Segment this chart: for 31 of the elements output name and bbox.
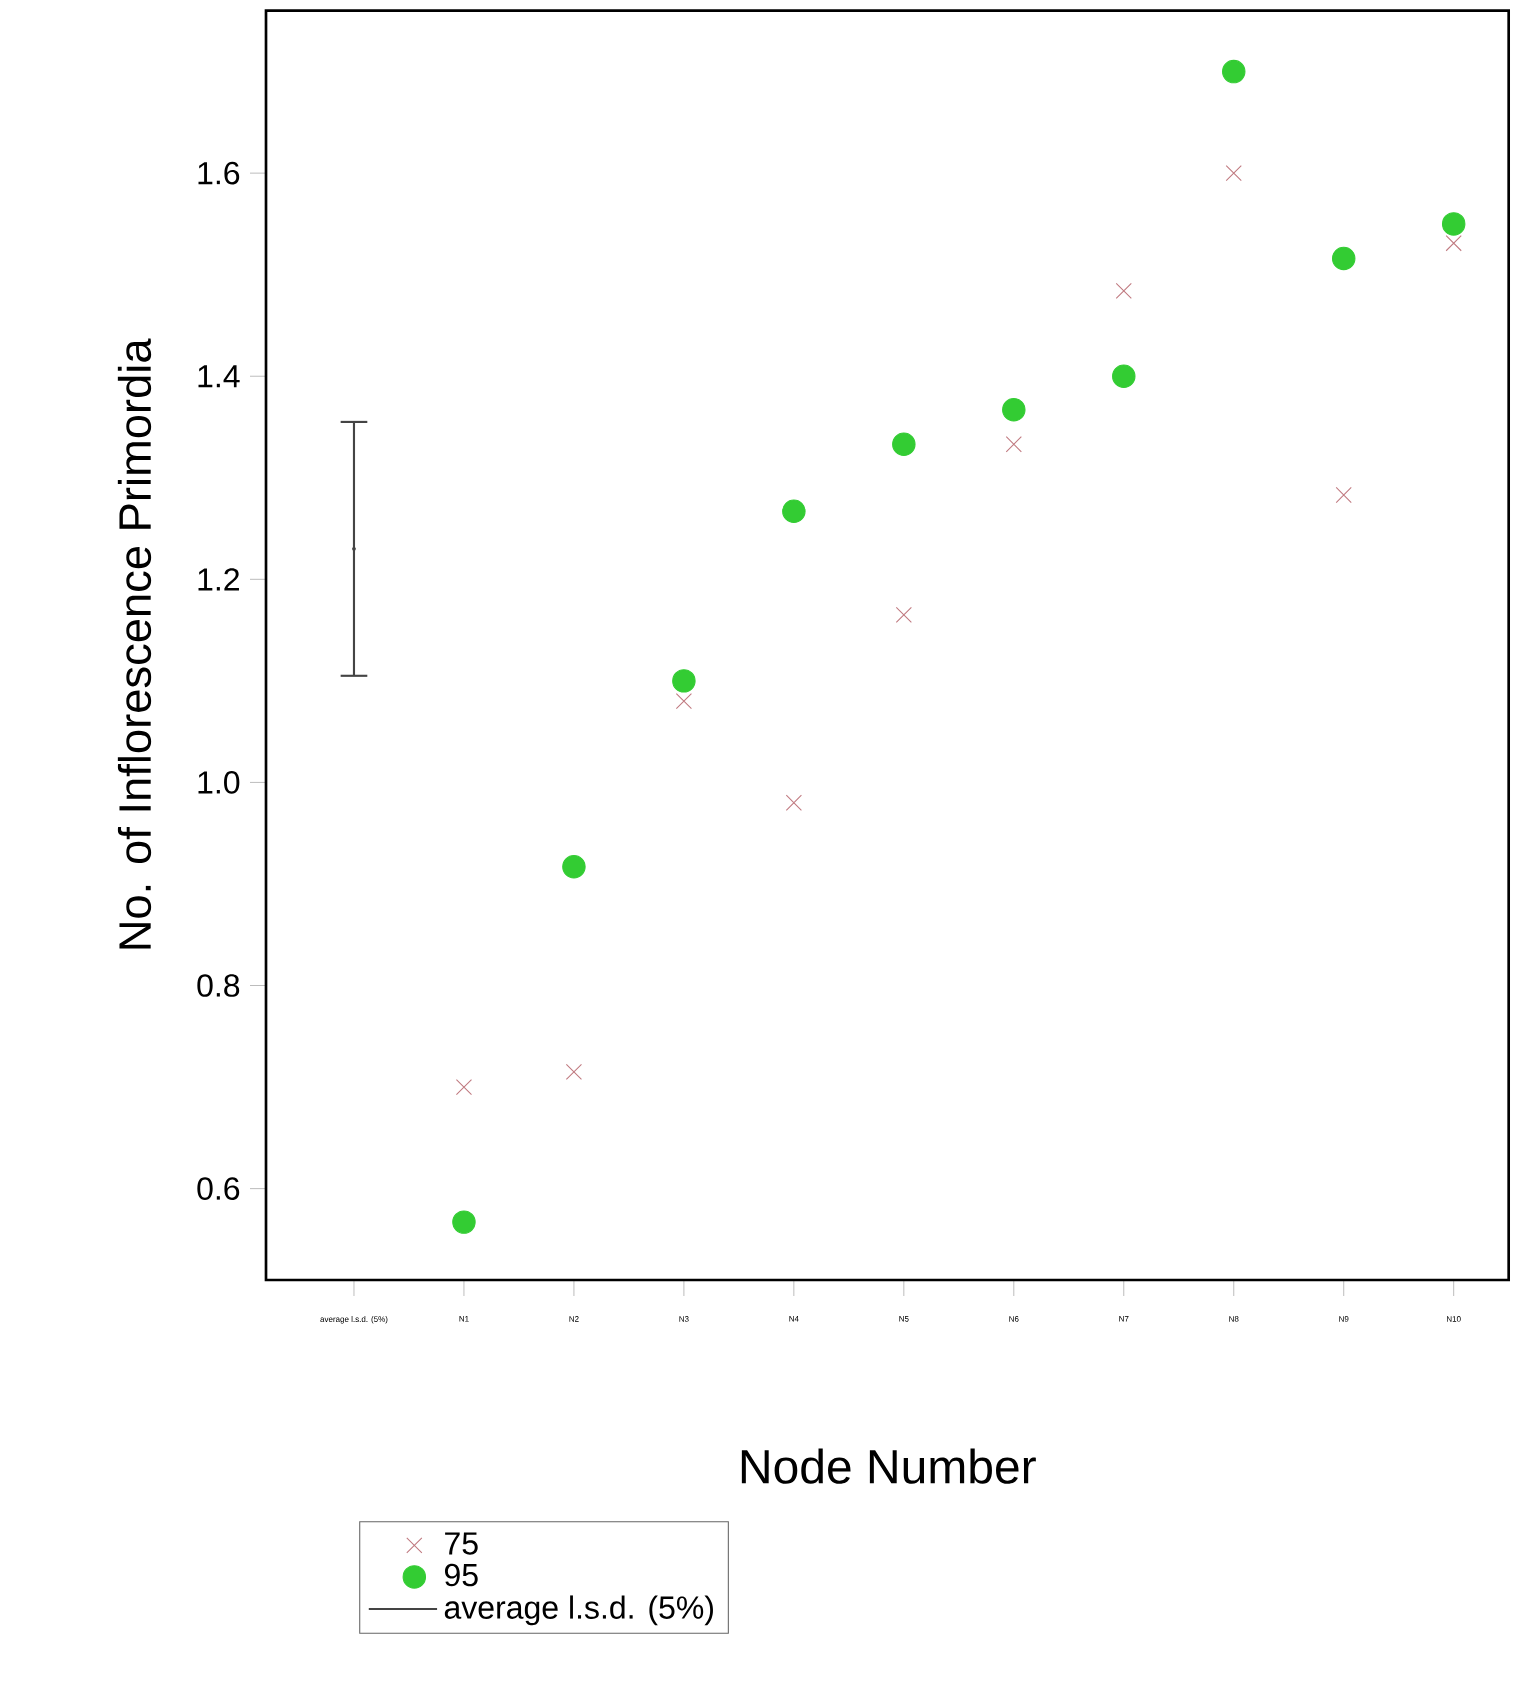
point	[1441, 212, 1466, 236]
x-axis-title: Node Number	[741, 1448, 1036, 1484]
point	[1335, 486, 1352, 504]
point	[1445, 235, 1462, 252]
y-tick-label: 0.6	[197, 1177, 240, 1200]
point	[782, 499, 806, 524]
legend-label: average l.s.d. (5%)	[444, 1595, 713, 1626]
point	[675, 693, 692, 710]
point	[562, 854, 586, 879]
y-tick-label: 1.6	[198, 161, 240, 185]
point	[1005, 436, 1022, 453]
point	[785, 794, 802, 811]
y-tick-label: 1.0	[198, 771, 240, 794]
point	[1222, 59, 1246, 84]
point	[1115, 282, 1132, 300]
point	[672, 669, 696, 693]
point	[892, 432, 916, 456]
point	[895, 606, 912, 623]
point	[452, 1210, 476, 1234]
legend-label: 95	[444, 1563, 478, 1587]
point	[1225, 165, 1242, 182]
point	[455, 1078, 473, 1096]
point	[1331, 246, 1356, 271]
legend-label: 75	[445, 1532, 478, 1555]
point	[565, 1063, 582, 1080]
y-tick-label: 0.8	[197, 974, 240, 997]
point	[1002, 398, 1026, 422]
point	[1112, 364, 1136, 388]
y-tick-label: 1.4	[198, 365, 240, 388]
y-tick-label: 1.2	[198, 568, 239, 591]
y-axis-title: No. of Inflorescence Primordia	[117, 338, 152, 949]
